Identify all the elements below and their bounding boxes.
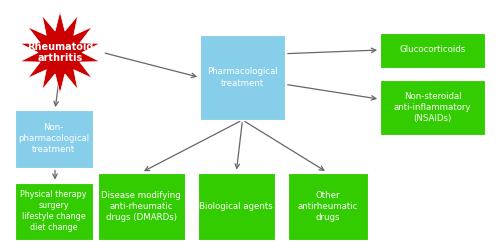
Polygon shape [20, 12, 100, 94]
FancyBboxPatch shape [98, 172, 185, 240]
FancyBboxPatch shape [380, 80, 485, 135]
Text: Glucocorticoids: Glucocorticoids [400, 46, 466, 54]
FancyBboxPatch shape [198, 172, 275, 240]
Text: Rheumatoid
arthritis: Rheumatoid arthritis [27, 42, 93, 63]
FancyBboxPatch shape [288, 172, 368, 240]
FancyBboxPatch shape [380, 32, 485, 68]
FancyBboxPatch shape [15, 110, 92, 168]
Text: Other
antirheumatic
drugs: Other antirheumatic drugs [298, 191, 358, 222]
FancyBboxPatch shape [15, 182, 92, 240]
Text: Non-steroidal
anti-inflammatory
(NSAIDs): Non-steroidal anti-inflammatory (NSAIDs) [394, 92, 471, 123]
Text: Biological agents: Biological agents [200, 202, 273, 211]
Text: Disease modifying
anti-rheumatic
drugs (DMARDs): Disease modifying anti-rheumatic drugs (… [102, 191, 181, 222]
Text: Pharmacological
treatment: Pharmacological treatment [207, 68, 278, 87]
Text: Non-
pharmacological
treatment: Non- pharmacological treatment [18, 123, 90, 154]
FancyBboxPatch shape [200, 35, 285, 120]
Text: Physical therapy
surgery
lifestyle change
diet change: Physical therapy surgery lifestyle chang… [20, 190, 87, 232]
